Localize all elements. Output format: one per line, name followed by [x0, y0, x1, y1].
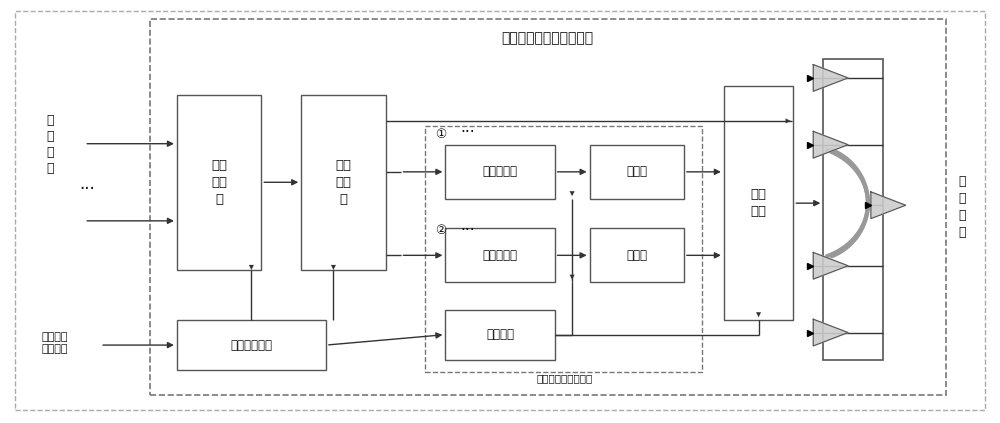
Text: 天
线
阵
列: 天 线 阵 列 — [959, 175, 966, 239]
FancyBboxPatch shape — [823, 59, 883, 360]
Text: 功率放大器: 功率放大器 — [482, 165, 518, 179]
Text: ①: ① — [435, 128, 446, 141]
Text: ②: ② — [435, 224, 446, 237]
Text: 衰减器: 衰减器 — [626, 249, 647, 262]
Polygon shape — [813, 319, 848, 346]
Polygon shape — [871, 192, 906, 219]
Text: 控制电路: 控制电路 — [486, 328, 514, 341]
Text: ···: ··· — [461, 125, 475, 140]
FancyBboxPatch shape — [445, 310, 555, 360]
FancyBboxPatch shape — [590, 145, 684, 199]
FancyBboxPatch shape — [445, 145, 555, 199]
Text: 锁电
制电
路: 锁电 制电 路 — [211, 159, 227, 206]
Text: 极化
控制: 极化 控制 — [751, 188, 767, 218]
FancyBboxPatch shape — [724, 86, 793, 320]
FancyBboxPatch shape — [590, 228, 684, 283]
Text: ···: ··· — [79, 179, 95, 198]
Text: 天线阵列及馈电控制系统: 天线阵列及馈电控制系统 — [502, 31, 594, 45]
Text: 实时同步
控制信号: 实时同步 控制信号 — [41, 332, 68, 354]
Text: 实时控制电路: 实时控制电路 — [230, 338, 272, 352]
FancyBboxPatch shape — [177, 320, 326, 370]
FancyBboxPatch shape — [177, 95, 261, 270]
Text: 末级放大与控制电路: 末级放大与控制电路 — [537, 374, 593, 384]
FancyBboxPatch shape — [301, 95, 386, 270]
Text: 射
频
信
号: 射 频 信 号 — [47, 114, 54, 175]
Text: 功率
合成
器: 功率 合成 器 — [335, 159, 351, 206]
Polygon shape — [813, 132, 848, 158]
Polygon shape — [813, 253, 848, 279]
Polygon shape — [813, 65, 848, 91]
Text: 衰减器: 衰减器 — [626, 165, 647, 179]
Text: ···: ··· — [461, 223, 475, 238]
Text: 功率放大器: 功率放大器 — [482, 249, 518, 262]
FancyBboxPatch shape — [445, 228, 555, 283]
